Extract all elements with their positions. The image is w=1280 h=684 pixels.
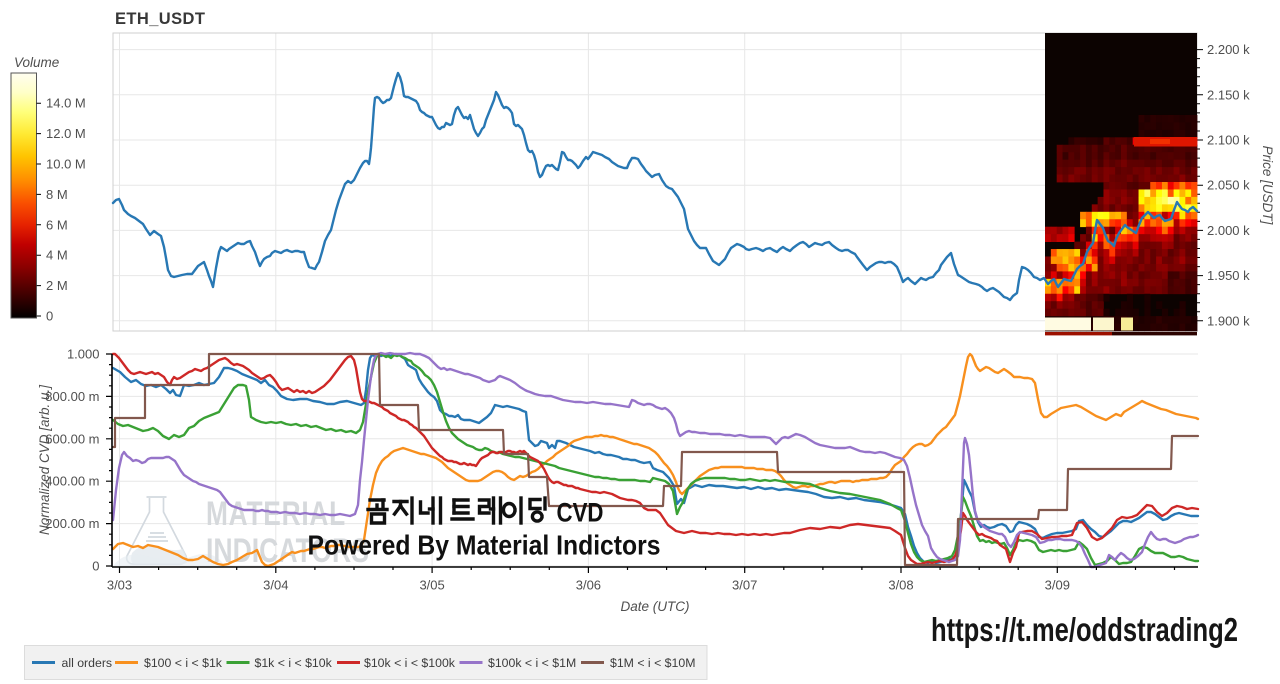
svg-text:2.100 k: 2.100 k	[1207, 133, 1250, 148]
svg-text:CVD: CVD	[557, 498, 604, 528]
svg-text:2.200 k: 2.200 k	[1207, 42, 1250, 57]
svg-text:8 M: 8 M	[46, 187, 68, 202]
svg-text:Normalized CVD [arb. u.]: Normalized CVD [arb. u.]	[37, 384, 52, 535]
svg-text:2.050 k: 2.050 k	[1207, 178, 1250, 193]
svg-text:Date (UTC): Date (UTC)	[620, 599, 689, 614]
svg-text:1.950 k: 1.950 k	[1207, 268, 1250, 283]
svg-text:$1k < i < $10k: $1k < i < $10k	[255, 656, 333, 670]
svg-text:3/03: 3/03	[107, 578, 132, 593]
svg-text:Price [USDT]: Price [USDT]	[1260, 146, 1275, 226]
svg-text:6 M: 6 M	[46, 217, 68, 232]
svg-text:3/09: 3/09	[1045, 578, 1070, 593]
svg-text:$10k < i < $100k: $10k < i < $100k	[364, 656, 456, 670]
svg-text:1.900 k: 1.900 k	[1207, 313, 1250, 328]
svg-text:3/04: 3/04	[263, 578, 288, 593]
svg-text:1.000: 1.000	[67, 347, 100, 362]
svg-text:12.0 M: 12.0 M	[46, 126, 86, 141]
svg-text:0: 0	[92, 559, 99, 574]
svg-text:2.150 k: 2.150 k	[1207, 87, 1250, 102]
svg-text:$100k < i < $1M: $100k < i < $1M	[488, 656, 576, 670]
svg-text:2 M: 2 M	[46, 278, 68, 293]
svg-text:3/05: 3/05	[419, 578, 444, 593]
svg-text:3/07: 3/07	[732, 578, 757, 593]
svg-text:4 M: 4 M	[46, 248, 68, 263]
svg-text:10.0 M: 10.0 M	[46, 157, 86, 172]
svg-text:$1M < i < $10M: $1M < i < $10M	[610, 656, 695, 670]
svg-text:$100 < i < $1k: $100 < i < $1k	[144, 656, 223, 670]
svg-text:600.00 m: 600.00 m	[45, 431, 99, 446]
svg-text:800.00 m: 800.00 m	[45, 389, 99, 404]
svg-text:14.0 M: 14.0 M	[46, 96, 86, 111]
svg-text:Powered By Material Indictors: Powered By Material Indictors	[308, 530, 661, 561]
svg-text:2.000 k: 2.000 k	[1207, 223, 1250, 238]
svg-text:200.00 m: 200.00 m	[45, 516, 99, 531]
svg-text:https://t.me/oddstrading2: https://t.me/oddstrading2	[931, 611, 1238, 648]
svg-text:INDICATORS: INDICATORS	[206, 532, 369, 570]
svg-text:ETH_USDT: ETH_USDT	[115, 10, 205, 28]
svg-text:3/08: 3/08	[888, 578, 913, 593]
svg-text:all orders: all orders	[62, 656, 113, 670]
svg-text:0: 0	[46, 309, 53, 324]
svg-text:3/06: 3/06	[576, 578, 601, 593]
svg-text:Volume: Volume	[14, 55, 59, 70]
svg-text:400.00 m: 400.00 m	[45, 474, 99, 489]
